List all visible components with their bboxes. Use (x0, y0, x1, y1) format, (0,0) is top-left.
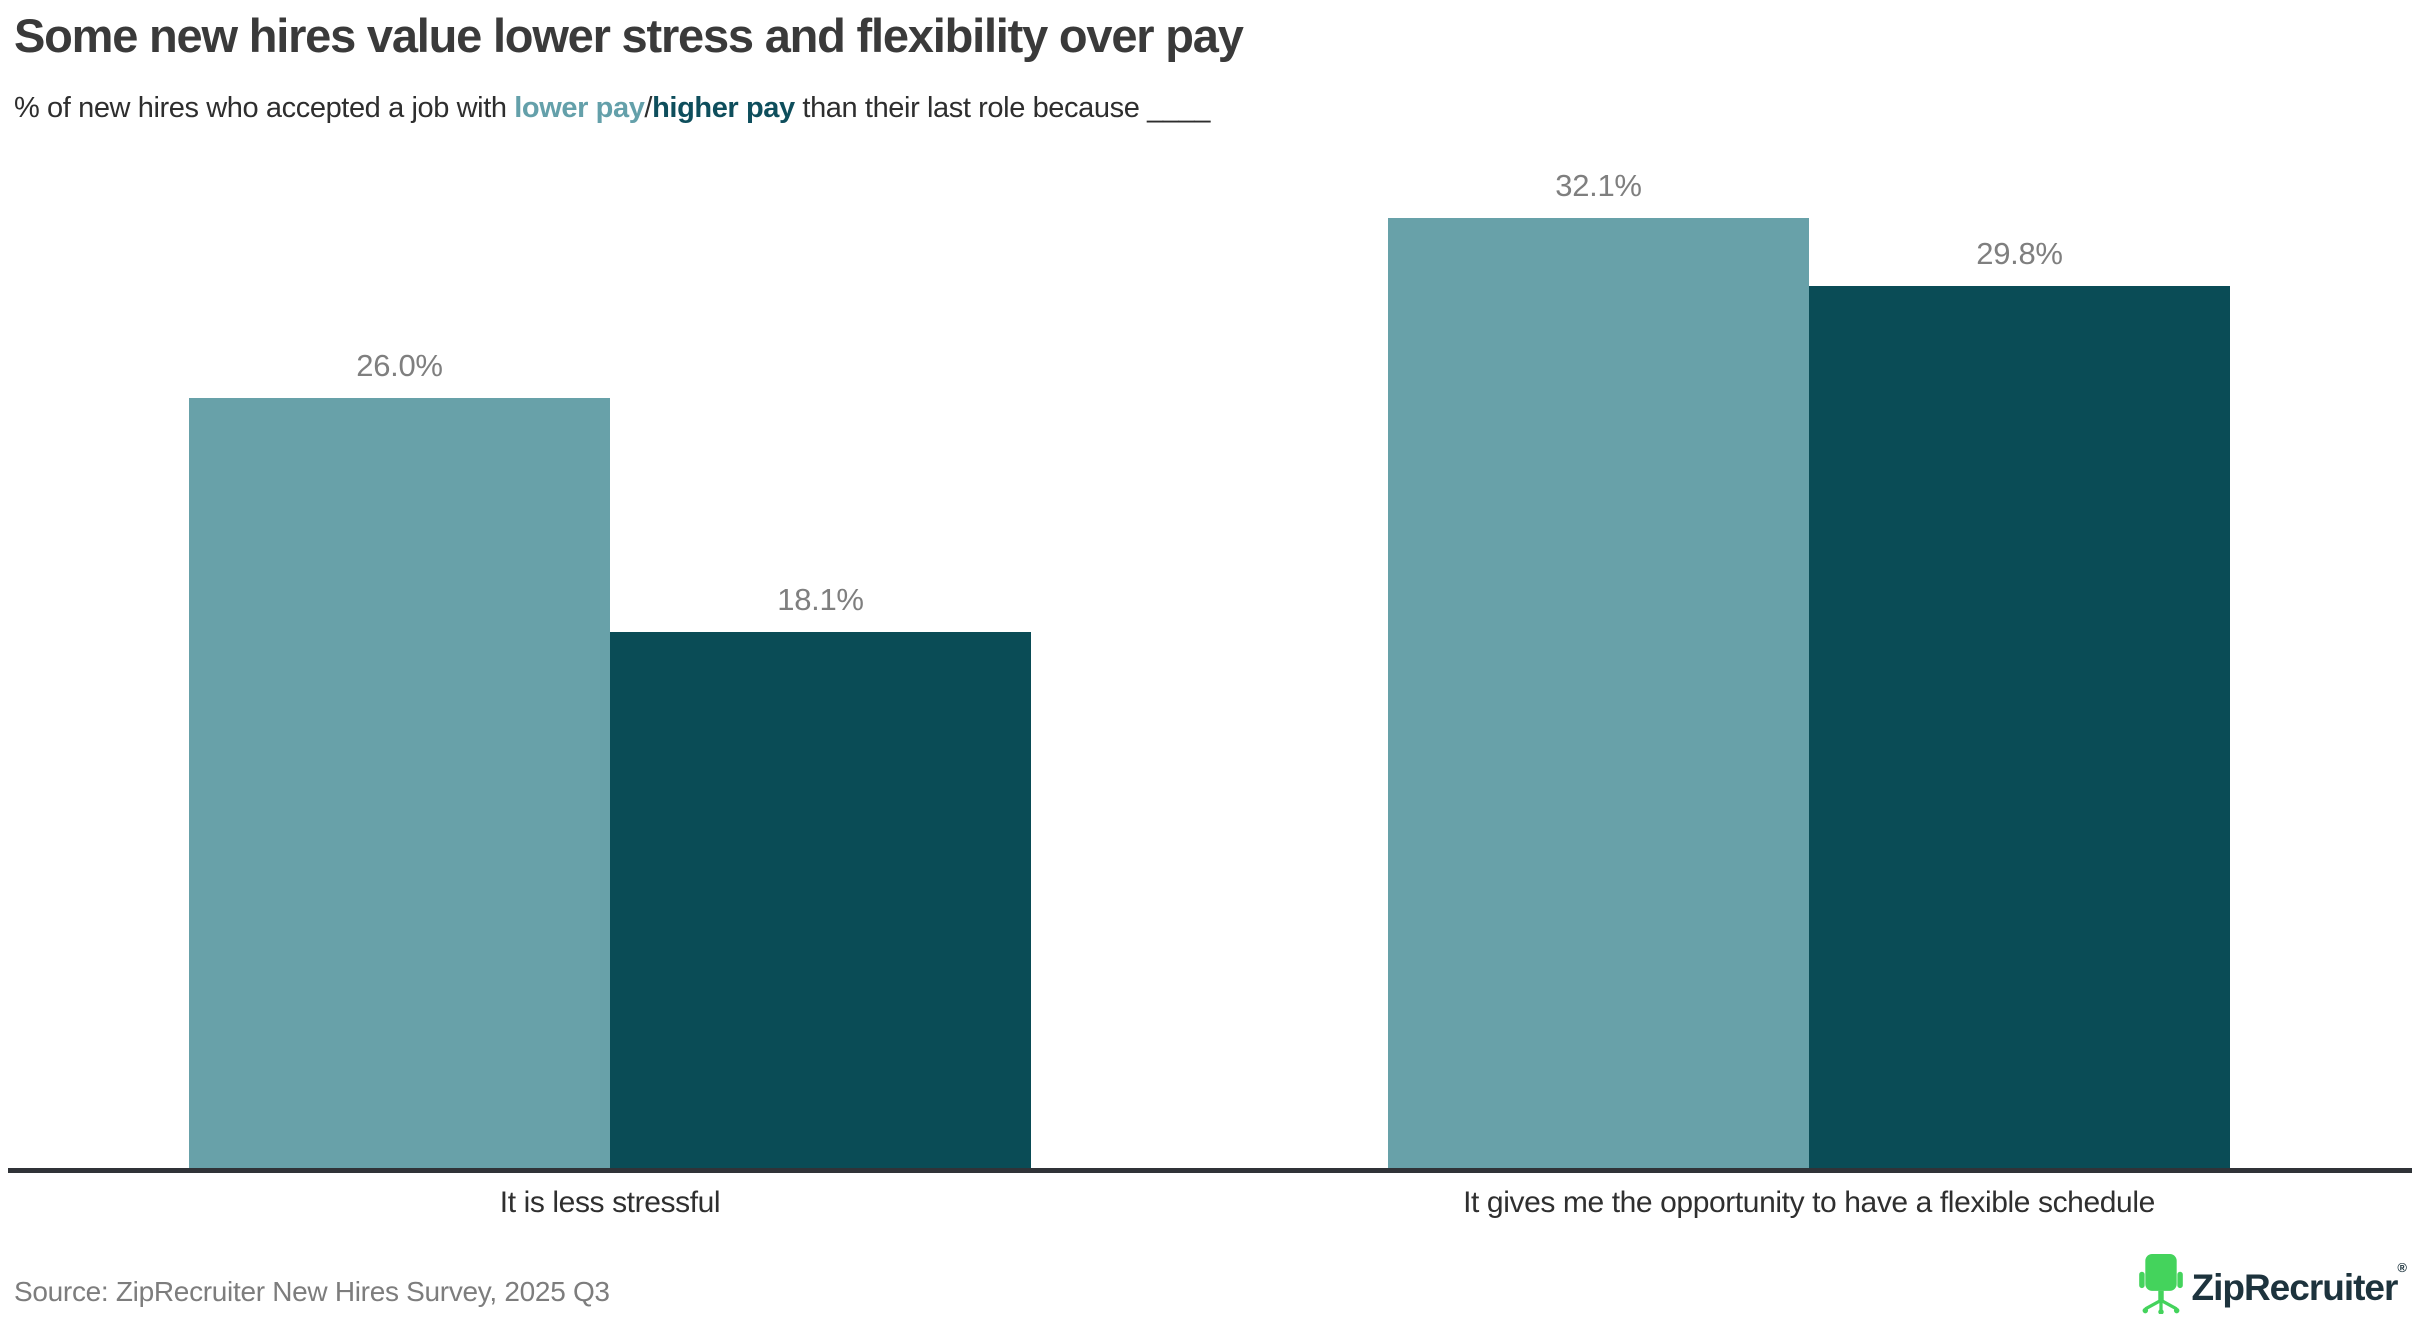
subtitle-higher-pay-legend: higher pay (652, 92, 795, 124)
category-label-flexible-schedule: It gives me the opportunity to have a fl… (1463, 1186, 2155, 1219)
ziprecruiter-logo: ZipRecruiter® (2139, 1254, 2407, 1315)
bar-higher-pay-group1 (610, 632, 1031, 1168)
bar-value-label: 26.0% (356, 348, 443, 383)
source-attribution: Source: ZipRecruiter New Hires Survey, 2… (14, 1276, 610, 1307)
bar-value-label: 29.8% (1976, 236, 2063, 271)
ziprecruiter-chair-icon (2139, 1254, 2184, 1315)
bar-lower-pay-group2 (1388, 218, 1809, 1168)
registered-mark: ® (2397, 1259, 2407, 1275)
category-label-less-stressful: It is less stressful (499, 1186, 721, 1219)
x-axis-line (8, 1168, 2412, 1173)
subtitle-suffix: than their last role because ____ (794, 92, 1210, 124)
bar-higher-pay-group2 (1809, 286, 2230, 1168)
bar-value-label: 18.1% (777, 582, 864, 617)
subtitle-slash: / (644, 92, 653, 124)
chart-subtitle: % of new hires who accepted a job with l… (14, 92, 1210, 125)
subtitle-prefix: % of new hires who accepted a job with (14, 92, 515, 124)
bar-lower-pay-group1 (189, 398, 610, 1168)
subtitle-lower-pay-legend: lower pay (514, 92, 645, 124)
page-title: Some new hires value lower stress and fl… (14, 9, 1244, 62)
ziprecruiter-logo-text: ZipRecruiter® (2191, 1259, 2407, 1308)
bar-value-label: 32.1% (1555, 168, 1642, 203)
